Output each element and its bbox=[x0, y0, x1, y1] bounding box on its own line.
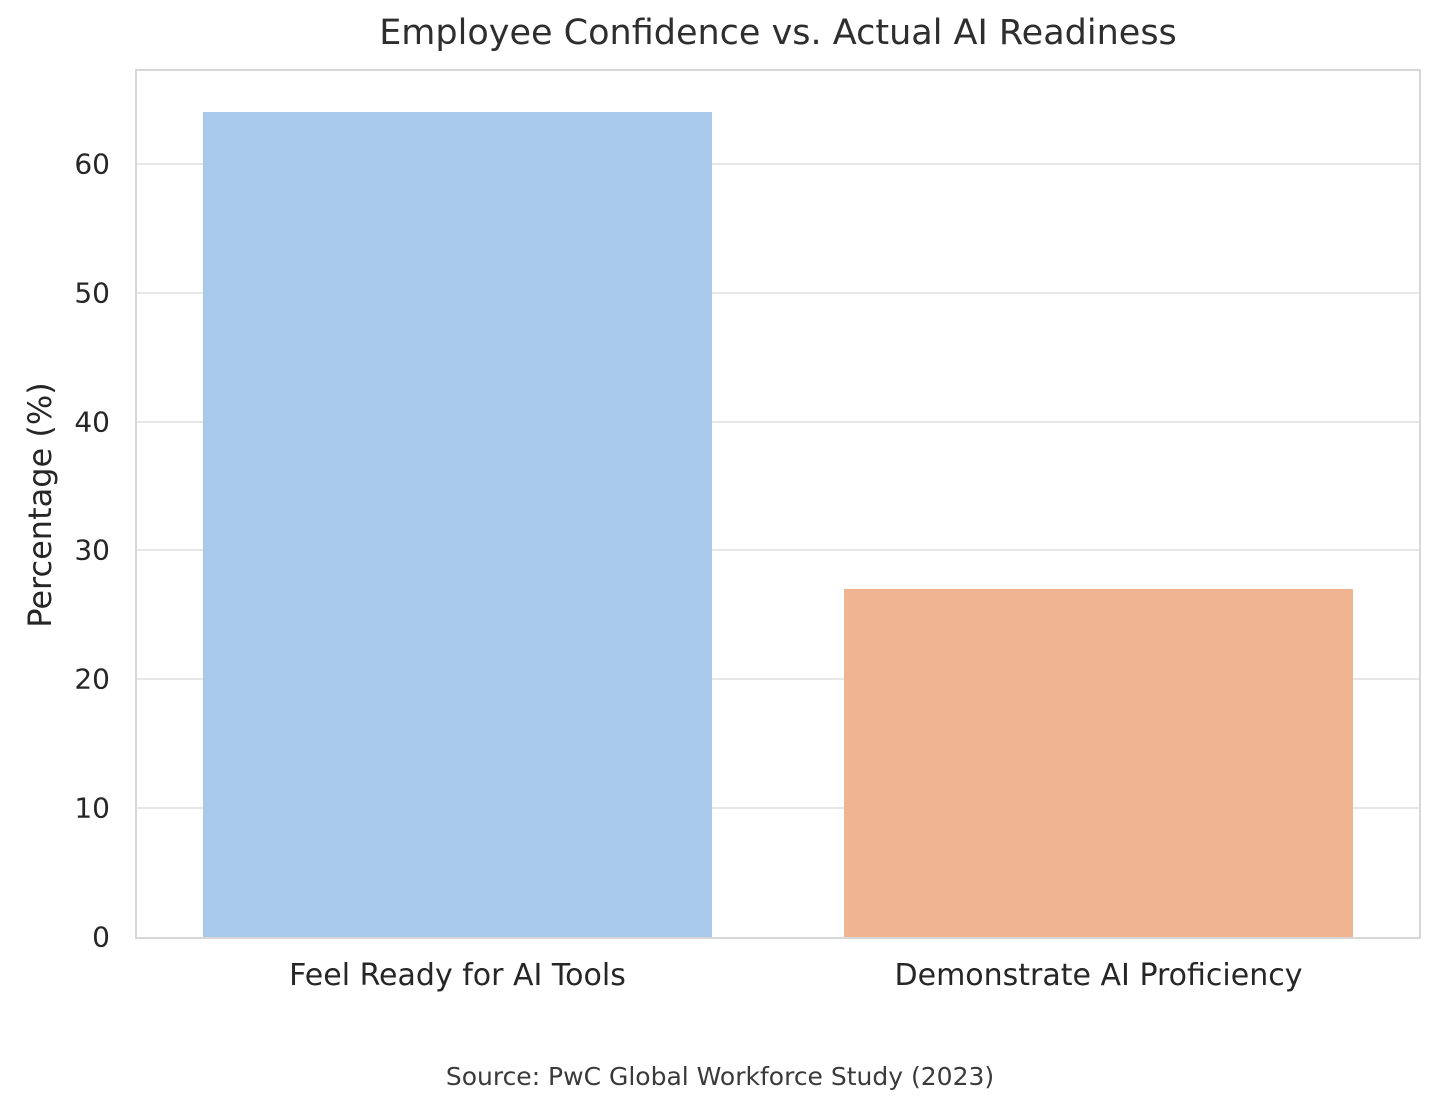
gridline-20 bbox=[137, 678, 1419, 681]
bar-feel-ready-for-ai-tools bbox=[203, 112, 712, 937]
y-tick-label-50: 50 bbox=[74, 276, 110, 310]
gridline-30 bbox=[137, 549, 1419, 552]
y-tick-label-0: 0 bbox=[92, 920, 110, 954]
chart-title: Employee Confidence vs. Actual AI Readin… bbox=[379, 13, 1177, 53]
bar-demonstrate-ai-proficiency bbox=[844, 589, 1353, 937]
y-tick-label-10: 10 bbox=[74, 791, 110, 825]
y-tick-label-60: 60 bbox=[74, 147, 110, 181]
y-tick-label-40: 40 bbox=[74, 405, 110, 439]
plot-area bbox=[135, 69, 1421, 939]
gridline-50 bbox=[137, 291, 1419, 294]
source-caption: Source: PwC Global Workforce Study (2023… bbox=[445, 1062, 995, 1091]
x-tick-label-feel-ready-for-ai-tools: Feel Ready for AI Tools bbox=[289, 958, 626, 993]
y-tick-label-20: 20 bbox=[74, 662, 110, 696]
gridline-60 bbox=[137, 162, 1419, 165]
gridline-40 bbox=[137, 420, 1419, 423]
y-tick-label-30: 30 bbox=[74, 533, 110, 567]
x-tick-label-demonstrate-ai-proficiency: Demonstrate AI Proficiency bbox=[894, 958, 1303, 993]
gridline-10 bbox=[137, 807, 1419, 810]
